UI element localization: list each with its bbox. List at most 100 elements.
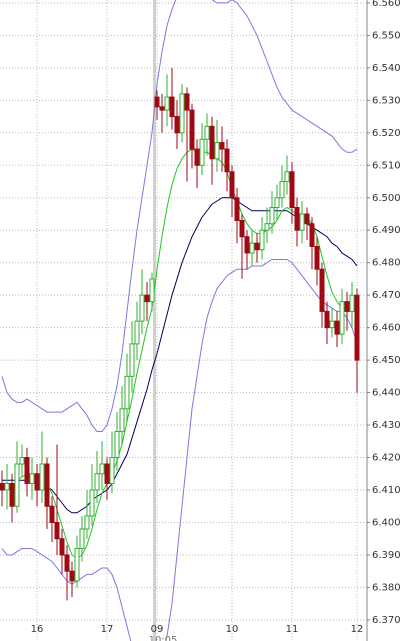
candle-body <box>259 229 265 251</box>
y-tick-label: 6.480 <box>372 258 401 269</box>
y-tick-label: 6.420 <box>372 453 401 464</box>
candle-body <box>284 171 290 183</box>
candle-body <box>29 473 35 485</box>
candle-body <box>234 197 240 221</box>
axis: 6.370 6.380 6.390 6.400 6.410 6.420 6.430 6.440… <box>31 0 401 641</box>
candle-body <box>229 171 235 199</box>
y-tick-label: 6.550 <box>372 30 401 41</box>
candle-body <box>94 473 100 491</box>
candle-body <box>254 242 260 251</box>
candle-body <box>219 142 225 150</box>
candle-body <box>59 538 65 556</box>
indicator-line <box>1 0 358 433</box>
candle-body <box>84 515 90 530</box>
candle-body <box>304 213 310 225</box>
candle-body <box>124 375 130 410</box>
candle-body <box>249 242 255 254</box>
candle-body <box>329 320 335 329</box>
y-tick-label: 6.440 <box>372 388 401 399</box>
candle-body <box>279 181 285 199</box>
candle-body <box>199 138 205 166</box>
cursor-label: 10:05 <box>149 635 178 641</box>
candle-body <box>354 294 360 361</box>
y-tick-label: 6.390 <box>372 550 401 561</box>
candle-body <box>169 96 175 118</box>
candle-body <box>49 505 55 523</box>
candle-body <box>104 463 110 485</box>
candle-body <box>294 206 300 231</box>
candle-body <box>74 547 80 582</box>
candle-body <box>164 96 170 111</box>
candle-body <box>184 93 190 111</box>
y-tick-label: 6.450 <box>372 355 401 366</box>
candle-body <box>79 528 85 549</box>
candle-body <box>209 125 215 160</box>
indicator-line <box>1 258 358 641</box>
candle-body <box>179 93 185 134</box>
candle-body <box>264 223 270 231</box>
candle-body <box>0 483 5 491</box>
candle-body <box>319 268 325 312</box>
candle-body <box>154 96 160 108</box>
candle-body <box>54 521 60 540</box>
candle-body <box>224 148 230 173</box>
candle-body <box>69 570 75 582</box>
y-tick-label: 6.410 <box>372 485 401 496</box>
y-tick-label: 6.560 <box>372 0 401 9</box>
candle-body <box>299 213 305 231</box>
candle-body <box>139 294 145 322</box>
y-tick-label: 6.400 <box>372 517 401 528</box>
candle-body <box>289 171 295 208</box>
x-tick-label: 10 <box>226 624 239 635</box>
y-tick-label: 6.520 <box>372 128 401 139</box>
candle-body <box>34 473 40 491</box>
y-tick-label: 6.370 <box>372 615 401 626</box>
x-tick-label: 12 <box>351 624 364 635</box>
candle-body <box>309 223 315 247</box>
candle-body <box>129 343 135 377</box>
candle-body <box>204 125 210 140</box>
candle-body <box>14 463 20 507</box>
y-tick-label: 6.460 <box>372 323 401 334</box>
candle-body <box>114 431 120 459</box>
candle-body <box>44 463 50 507</box>
y-tick-label: 6.490 <box>372 225 401 236</box>
plot-area <box>0 0 360 641</box>
candle-body <box>149 278 155 303</box>
candle-body <box>159 106 165 111</box>
candle-body <box>349 294 355 312</box>
y-tick-label: 6.380 <box>372 582 401 593</box>
candle-body <box>274 197 280 208</box>
candle-body <box>324 310 330 329</box>
y-tick-label: 6.430 <box>372 420 401 431</box>
candle-body <box>64 554 70 572</box>
candle-body <box>214 142 220 160</box>
candle-body <box>99 463 105 475</box>
x-tick-label: 17 <box>101 624 114 635</box>
candle-body <box>144 294 150 303</box>
y-tick-label: 6.470 <box>372 290 401 301</box>
x-tick-label: 16 <box>31 624 44 635</box>
y-tick-label: 6.530 <box>372 95 401 106</box>
candle-body <box>244 236 250 254</box>
candle-body <box>174 116 180 134</box>
candle-body <box>89 489 95 517</box>
candle-body <box>339 301 345 335</box>
candle-body <box>239 219 245 238</box>
candle-body <box>9 483 15 507</box>
candle-body <box>189 109 195 150</box>
y-tick-label: 6.540 <box>372 63 401 74</box>
candle-body <box>334 320 340 335</box>
candle-body <box>344 301 350 312</box>
x-tick-label: 09 <box>151 624 164 635</box>
candle-body <box>4 483 10 491</box>
candle-body <box>119 408 125 433</box>
candle-body <box>109 457 115 485</box>
candle-body <box>39 463 45 491</box>
candle-body <box>134 320 140 345</box>
candle-body <box>269 206 275 225</box>
candle-body <box>24 457 30 485</box>
candle-body <box>314 245 320 270</box>
